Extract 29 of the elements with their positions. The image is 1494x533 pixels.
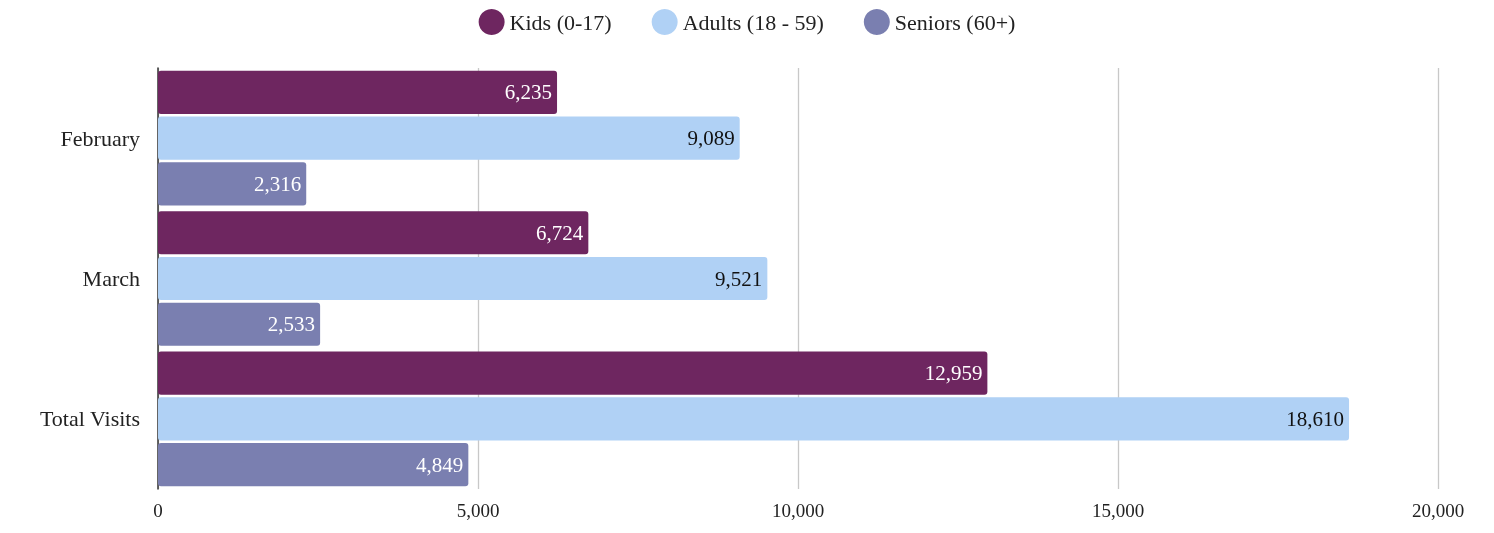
data-label: 4,849 [416,452,464,477]
x-tick-label: 5,000 [456,500,500,521]
legend-label: Seniors (60+) [894,9,1016,35]
bar [158,162,307,206]
data-label: 9,521 [715,266,763,291]
data-label: 2,316 [253,171,302,196]
bar [158,256,768,301]
x-tick-label: 15,000 [1091,500,1145,521]
bar [158,211,589,255]
x-tick-label: 10,000 [771,500,825,521]
data-label: 12,959 [924,361,983,386]
data-label: 6,235 [504,80,553,105]
data-label: 6,724 [536,220,584,245]
y-tick-label: February [60,125,140,151]
bar [158,351,988,395]
legend-label: Adults (18 - 59) [682,9,824,35]
data-label: 2,533 [267,312,316,337]
y-tick-label: Total Visits [39,406,140,432]
bar [158,70,558,114]
bar [158,116,740,160]
data-label: 18,610 [1286,406,1345,431]
x-tick-label: 20,000 [1411,500,1465,521]
x-tick-label: 0 [153,500,163,521]
legend-label: Kids (0-17) [509,9,612,35]
data-label: 9,089 [687,126,735,151]
bar [158,443,469,487]
y-tick-label: March [82,266,140,291]
bar [158,397,1350,441]
bar [158,302,321,346]
